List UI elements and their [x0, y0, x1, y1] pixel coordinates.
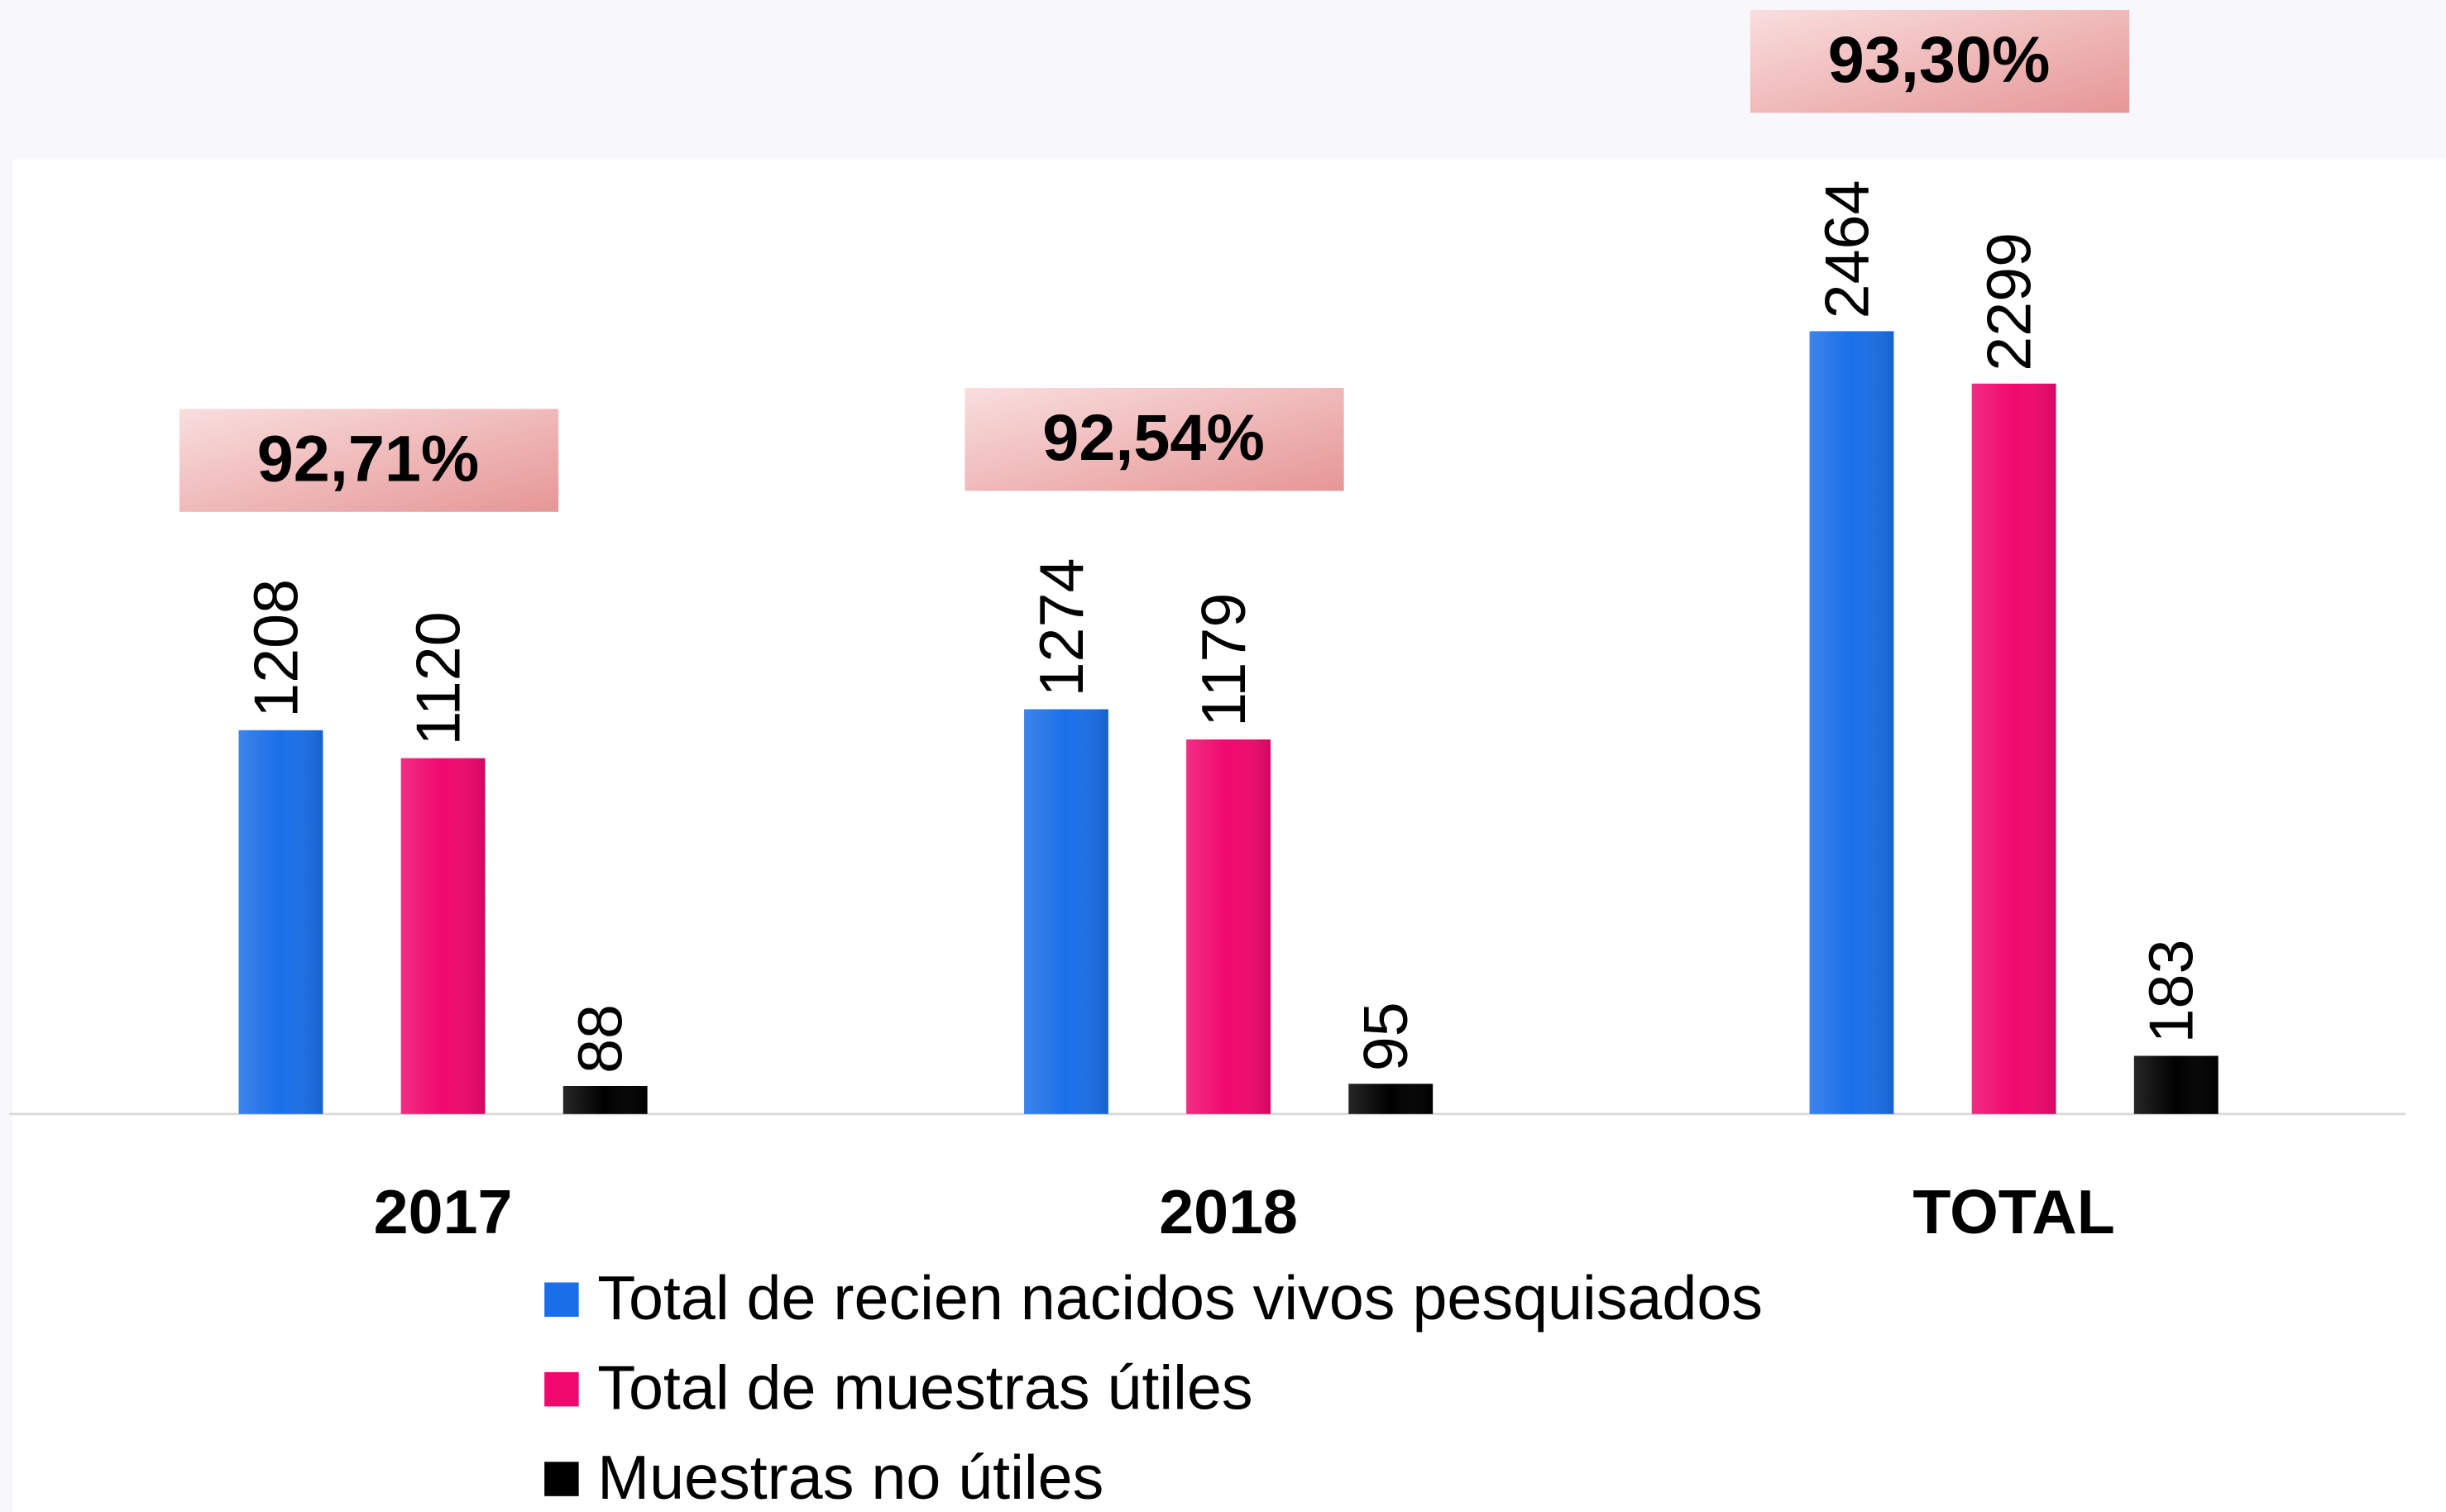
- value-label: 1179: [1189, 593, 1258, 727]
- bar-shade: [1348, 1084, 1434, 1114]
- annotation-box: [1750, 9, 2130, 113]
- bar-shade: [1186, 739, 1271, 1114]
- value-label: 1274: [1027, 558, 1096, 697]
- bar-shade: [400, 758, 486, 1114]
- value-label: 88: [566, 1004, 635, 1074]
- value-label: 2299: [1975, 232, 2044, 371]
- legend-swatch: [544, 1462, 579, 1496]
- bar-shade: [1809, 331, 1894, 1114]
- annotation: 92,54%: [1042, 400, 1265, 474]
- legend-swatch: [544, 1282, 579, 1317]
- value-label: 183: [2137, 940, 2206, 1044]
- bar-shade: [562, 1086, 648, 1114]
- value-label: 95: [1351, 1002, 1420, 1071]
- legend-label: Muestras no útiles: [597, 1443, 1103, 1512]
- x-tick-label: TOTAL: [1912, 1177, 2114, 1246]
- bar-shade: [238, 730, 323, 1114]
- x-tick-label: 2018: [1159, 1177, 1298, 1246]
- legend-label: Total de muestras útiles: [597, 1352, 1252, 1422]
- annotation-box: [965, 387, 1344, 491]
- value-label: 2464: [1812, 180, 1881, 319]
- value-label: 1120: [404, 611, 473, 745]
- legend-swatch: [544, 1371, 579, 1407]
- value-label: 1208: [241, 579, 310, 718]
- bar-shade: [1971, 383, 2056, 1114]
- annotation: 92,71%: [257, 421, 480, 495]
- bar-shade: [2133, 1055, 2219, 1114]
- bar-shade: [1024, 709, 1108, 1114]
- x-tick-label: 2017: [374, 1177, 513, 1246]
- annotation: 93,30%: [1828, 22, 2051, 96]
- annotation-box: [179, 409, 559, 512]
- legend-label: Total de recien nacidos vivos pesquisado…: [597, 1263, 1763, 1333]
